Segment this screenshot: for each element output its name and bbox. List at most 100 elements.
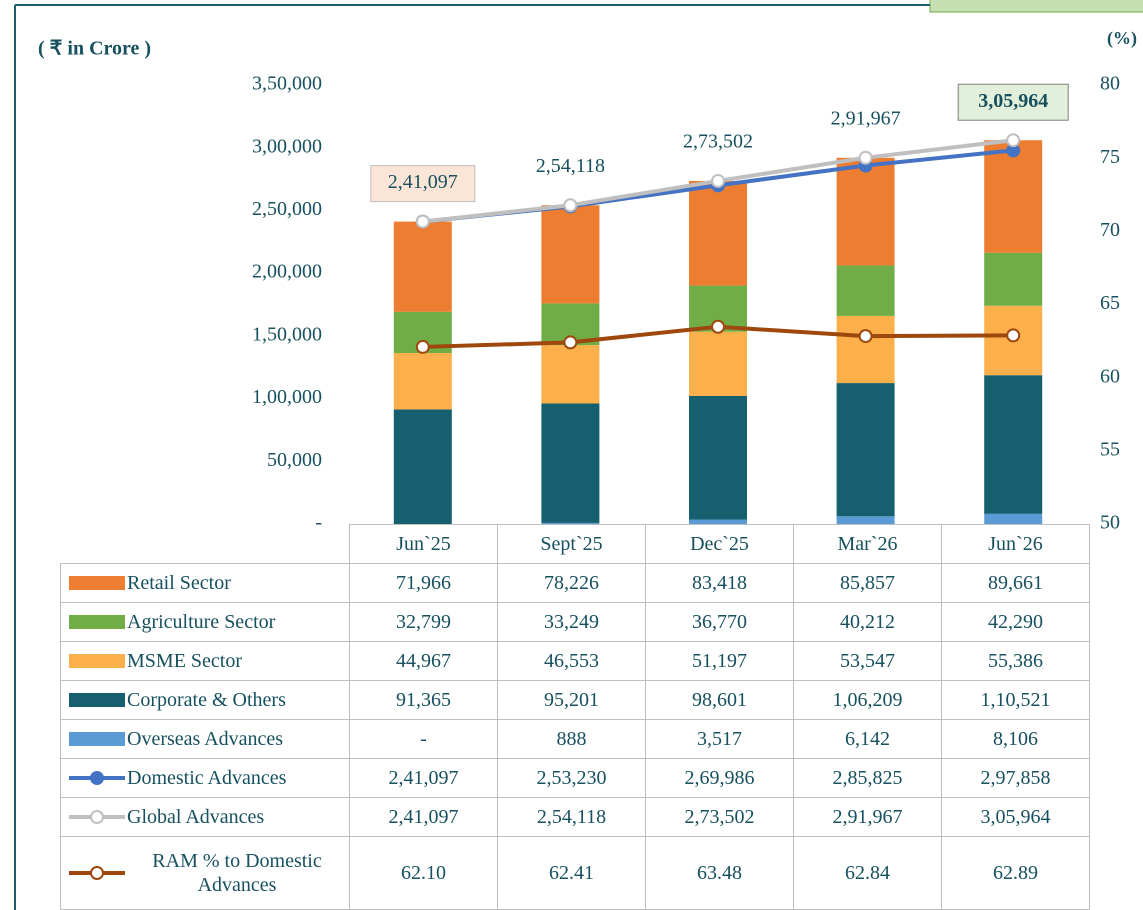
y2-tick-label: 75	[1100, 146, 1120, 168]
legend-label: RAM % to Domestic Advances	[152, 850, 322, 896]
y2-tick-label: 50	[1100, 512, 1120, 534]
table-value: 83,418	[645, 563, 794, 603]
table-value: 62.10	[349, 836, 498, 910]
table-row: MSME Sector 44,967 46,553 51,197 53,547 55,38…	[60, 641, 1090, 681]
table-value: 44,967	[349, 641, 498, 681]
category-label: Dec`25	[645, 524, 794, 564]
legend-label: Overseas Advances	[127, 727, 284, 750]
swatch-rect	[69, 693, 125, 708]
bar-segment	[836, 383, 895, 517]
table-value: 1,06,209	[793, 680, 942, 720]
legend-cell: Retail Sector	[60, 563, 350, 603]
bar-segment	[984, 140, 1043, 253]
y-axis-label: ( ₹ in Crore )	[38, 38, 151, 60]
table-value: 40,212	[793, 602, 942, 642]
data-table: Jun`25 Sept`25 Dec`25 Mar`26 Jun`26 Retail Se…	[60, 524, 1090, 910]
table-row: Domestic Advances 2,41,097 2,53,230 2,69,98…	[60, 758, 1090, 798]
y2-tick-label: 60	[1100, 365, 1120, 387]
y-tick-label: 3,50,000	[252, 73, 322, 95]
label-box	[957, 83, 1069, 121]
table-value: 62.41	[497, 836, 646, 910]
y2-tick-label: 80	[1100, 73, 1120, 95]
legend-swatch	[69, 654, 125, 669]
y2-tick-label: 55	[1100, 438, 1120, 460]
legend-swatch	[69, 693, 125, 708]
table-row: Corporate & Others 91,365 95,201 98,601 1,06…	[60, 680, 1090, 720]
line-marker	[563, 198, 578, 213]
bar-segment	[689, 331, 747, 396]
bar-segment	[689, 395, 747, 520]
bar-segment	[984, 252, 1043, 306]
y-tick-label: 1,00,000	[252, 386, 322, 408]
table-value: 1,10,521	[941, 680, 1090, 720]
table-value: 85,857	[793, 563, 942, 603]
data-label: 3,05,964	[978, 90, 1048, 112]
line-marker	[563, 335, 578, 350]
table-value: 78,226	[497, 563, 646, 603]
table-value: 2,85,825	[793, 758, 942, 798]
table-value: 32,799	[349, 602, 498, 642]
swatch-rect	[69, 654, 125, 669]
legend-cell: Domestic Advances	[60, 758, 350, 798]
legend-cell: Global Advances	[60, 797, 350, 837]
bar-segment	[836, 516, 895, 524]
bar-segment	[836, 157, 895, 266]
line-marker	[711, 173, 725, 188]
bar-segment	[541, 403, 600, 523]
blank-cell	[61, 525, 350, 564]
swatch-rect	[69, 732, 125, 747]
category-label: Jun`26	[941, 524, 1090, 564]
bar-segment	[393, 409, 452, 524]
swatch-marker	[90, 771, 104, 786]
table-value: 63.48	[645, 836, 794, 910]
y2-axis-label: (%)	[1107, 28, 1137, 49]
table-row: Retail Sector 71,966 78,226 83,418 85,857 89,…	[60, 563, 1090, 603]
bar-segment	[984, 375, 1043, 514]
table-value: 71,966	[349, 563, 498, 603]
table-value: 2,69,986	[645, 758, 794, 798]
line-marker	[415, 339, 430, 354]
table-value: 8,106	[941, 719, 1090, 759]
legend-swatch	[69, 576, 125, 591]
legend-label: Retail Sector	[127, 571, 231, 594]
bar-segment	[541, 205, 600, 304]
table-value: 36,770	[645, 602, 794, 642]
legend-label: Domestic Advances	[127, 766, 287, 789]
table-value: 91,365	[349, 680, 498, 720]
table-value: 55,386	[941, 641, 1090, 681]
line-marker	[1006, 133, 1021, 148]
table-value: 98,601	[645, 680, 794, 720]
legend-cell: Corporate & Others	[60, 680, 350, 720]
swatch-marker	[90, 866, 104, 880]
legend-label: MSME Sector	[127, 649, 242, 672]
legend-cell: Overseas Advances	[60, 719, 350, 759]
table-row: Global Advances 2,41,097 2,54,118 2,73,502 2…	[60, 797, 1090, 837]
table-value: 2,73,502	[645, 797, 794, 837]
table-value: 2,54,118	[497, 797, 646, 837]
data-label: 2,91,967	[831, 107, 901, 129]
y-tick-label: 1,50,000	[252, 323, 322, 345]
bar-segment	[393, 353, 452, 410]
category-label: Mar`26	[793, 524, 942, 564]
tab	[929, 0, 1143, 13]
table-value: 3,05,964	[941, 797, 1090, 837]
table-value: 53,547	[793, 641, 942, 681]
table-header: Jun`25 Sept`25 Dec`25 Mar`26 Jun`26	[61, 524, 1090, 564]
legend-swatch	[69, 866, 125, 880]
bar-segment	[689, 519, 747, 524]
legend-cell: Agriculture Sector	[60, 602, 350, 642]
swatch-rect	[69, 576, 125, 591]
y2-tick-label: 70	[1100, 219, 1120, 241]
legend-label: Agriculture Sector	[127, 610, 276, 633]
line-marker	[415, 214, 430, 229]
y-tick-label: 3,00,000	[252, 135, 322, 157]
table-value: 51,197	[645, 641, 794, 681]
line-marker	[711, 319, 725, 334]
legend-label: Corporate & Others	[127, 688, 286, 711]
table-value: 2,91,967	[793, 797, 942, 837]
category-label: Jun`25	[349, 524, 498, 564]
category-label: Sept`25	[497, 524, 646, 564]
table-value: 95,201	[497, 680, 646, 720]
table-value: 62.89	[941, 836, 1090, 910]
